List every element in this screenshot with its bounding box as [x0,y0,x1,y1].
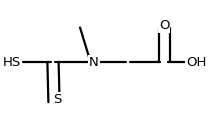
Text: O: O [159,19,169,32]
Text: HS: HS [3,56,21,69]
Text: S: S [53,93,61,106]
Text: OH: OH [186,56,206,69]
Text: N: N [89,56,99,69]
